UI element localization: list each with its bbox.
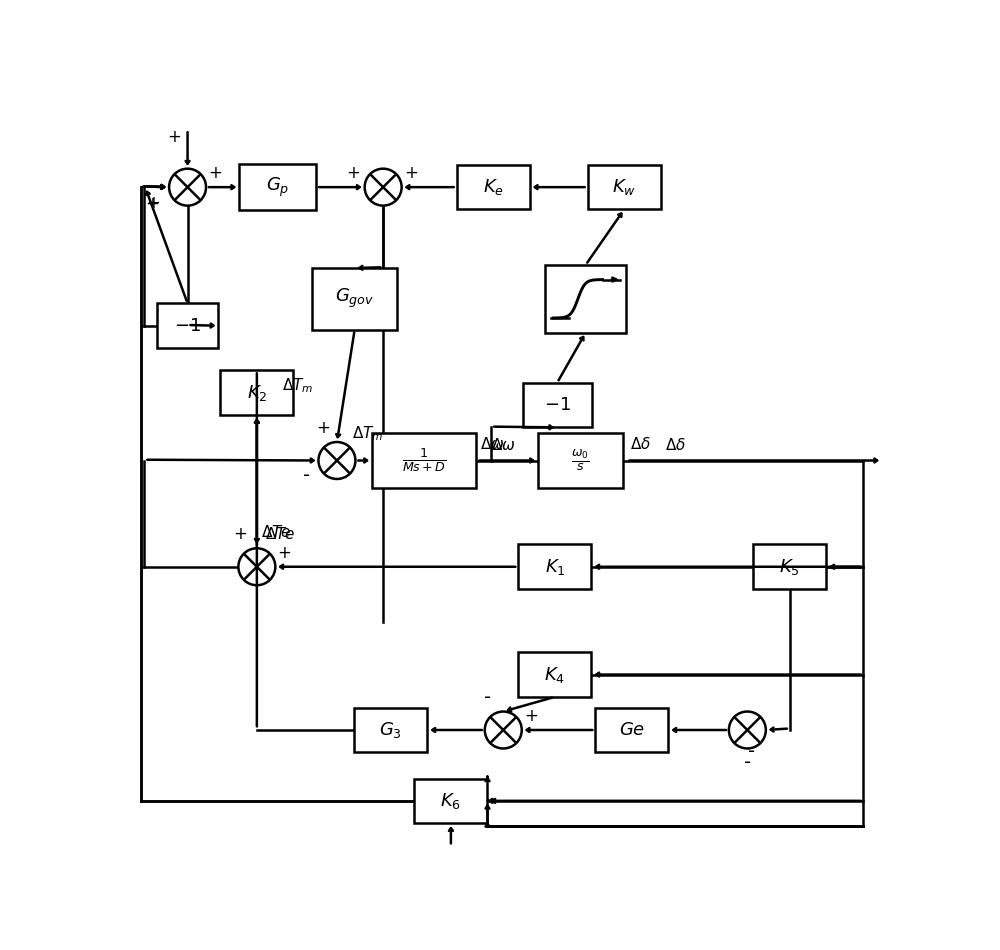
Text: +: + <box>145 195 159 213</box>
Text: $K_2$: $K_2$ <box>247 383 267 403</box>
Text: +: + <box>208 164 222 182</box>
Text: $Ge$: $Ge$ <box>619 721 645 739</box>
FancyBboxPatch shape <box>372 433 476 488</box>
Circle shape <box>318 442 355 479</box>
FancyBboxPatch shape <box>312 268 397 330</box>
FancyBboxPatch shape <box>414 778 487 823</box>
Text: $G_p$: $G_p$ <box>266 176 289 199</box>
FancyBboxPatch shape <box>538 433 623 488</box>
Circle shape <box>169 169 206 205</box>
Text: +: + <box>524 707 538 725</box>
Text: $\Delta Te$: $\Delta Te$ <box>265 526 295 542</box>
Text: $\Delta\omega$: $\Delta\omega$ <box>480 435 504 451</box>
Text: $G_3$: $G_3$ <box>379 720 402 740</box>
Text: $\Delta\delta$: $\Delta\delta$ <box>665 437 686 453</box>
Circle shape <box>365 169 402 205</box>
Text: $K_5$: $K_5$ <box>779 557 800 577</box>
Text: +: + <box>147 194 161 212</box>
Text: -: - <box>748 742 755 761</box>
Text: $\Delta T_m$: $\Delta T_m$ <box>282 376 314 395</box>
Text: $\frac{1}{Ms+D}$: $\frac{1}{Ms+D}$ <box>402 446 446 474</box>
Text: $K_w$: $K_w$ <box>612 177 636 198</box>
Text: $\frac{\omega_0}{s}$: $\frac{\omega_0}{s}$ <box>571 447 590 473</box>
Text: $\Delta Te$: $\Delta Te$ <box>261 524 291 541</box>
FancyBboxPatch shape <box>545 265 626 332</box>
FancyBboxPatch shape <box>354 708 427 752</box>
FancyBboxPatch shape <box>220 370 293 415</box>
Text: $-1$: $-1$ <box>174 316 201 334</box>
Text: +: + <box>167 128 181 146</box>
Text: $-1$: $-1$ <box>544 396 571 414</box>
Text: $G_{gov}$: $G_{gov}$ <box>335 287 374 311</box>
Circle shape <box>729 712 766 749</box>
Text: +: + <box>346 164 360 182</box>
FancyBboxPatch shape <box>157 303 218 348</box>
Text: +: + <box>404 164 418 182</box>
FancyBboxPatch shape <box>753 544 826 589</box>
Text: -: - <box>303 466 310 485</box>
Text: $\Delta\delta$: $\Delta\delta$ <box>630 435 651 451</box>
Text: $K_e$: $K_e$ <box>483 177 504 198</box>
Text: -: - <box>484 688 491 707</box>
FancyBboxPatch shape <box>239 164 316 210</box>
Text: $\Delta\omega$: $\Delta\omega$ <box>491 437 515 453</box>
Text: -: - <box>744 752 751 771</box>
Text: +: + <box>278 544 292 561</box>
Text: $K_4$: $K_4$ <box>544 665 565 685</box>
Text: $K_1$: $K_1$ <box>545 557 565 577</box>
FancyBboxPatch shape <box>595 708 668 752</box>
Circle shape <box>485 712 522 749</box>
Text: +: + <box>316 419 330 437</box>
FancyBboxPatch shape <box>518 653 591 697</box>
Text: $K_6$: $K_6$ <box>440 790 461 811</box>
FancyBboxPatch shape <box>457 164 530 210</box>
Text: +: + <box>233 525 247 543</box>
Text: $\Delta T_m$: $\Delta T_m$ <box>352 425 384 443</box>
FancyBboxPatch shape <box>588 164 661 210</box>
FancyBboxPatch shape <box>523 383 592 428</box>
FancyBboxPatch shape <box>518 544 591 589</box>
Circle shape <box>238 548 275 585</box>
